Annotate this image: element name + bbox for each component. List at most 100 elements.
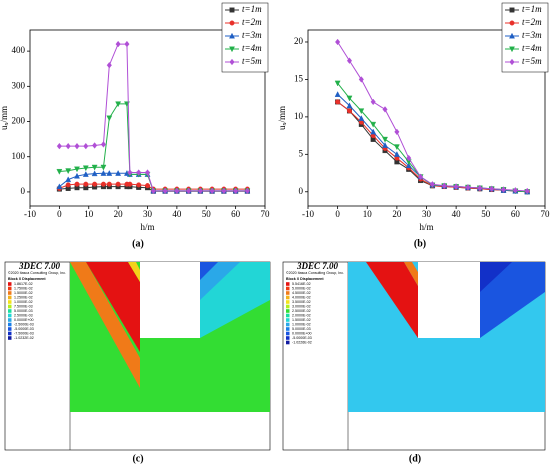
software-title: 3DEC 7.00 — [296, 261, 339, 271]
marker — [335, 99, 341, 105]
legend-label: t=4m — [522, 43, 542, 53]
marker — [56, 183, 63, 190]
legend-marker — [229, 32, 235, 39]
legend-label: t=5m — [522, 56, 542, 66]
x-tick-label: 50 — [481, 209, 491, 219]
legend-title: Block X Displacement — [8, 277, 46, 281]
marker — [174, 187, 180, 195]
y-axis-label-sub: x — [4, 123, 10, 126]
marker — [136, 169, 142, 176]
marker — [441, 182, 447, 190]
legend-value: -1.0226E-02 — [292, 340, 312, 344]
marker — [115, 101, 122, 108]
marker — [162, 187, 168, 195]
marker — [106, 61, 112, 69]
y-axis-label-sub: x — [282, 123, 288, 126]
legend-label: t=4m — [242, 43, 262, 53]
marker — [244, 187, 250, 195]
marker — [465, 184, 471, 191]
marker — [82, 171, 89, 177]
marker — [100, 170, 107, 176]
x-tick-label: 60 — [231, 209, 241, 219]
legend-swatch — [8, 313, 12, 318]
y-tick-label: 200 — [12, 116, 26, 126]
x-tick-label: 30 — [143, 209, 153, 219]
legend-value: 1.7500E-02 — [14, 286, 33, 290]
marker — [74, 181, 80, 187]
legend-swatch — [286, 322, 290, 327]
marker — [65, 176, 72, 183]
marker — [489, 185, 495, 192]
x-tick-label: 50 — [202, 209, 212, 219]
series-line — [59, 103, 248, 192]
legend-value: 1.5000E-02 — [14, 291, 33, 295]
y-axis-label-main: u — [277, 125, 287, 130]
y-tick-label: 0 — [21, 186, 26, 196]
marker — [186, 187, 192, 195]
legend-swatch — [8, 327, 12, 331]
legend-swatch — [286, 336, 290, 340]
marker — [382, 142, 388, 148]
copyright: ©2020 Itasca Consulting Group, Inc. — [286, 271, 344, 275]
marker — [418, 173, 424, 181]
x-tick-label: 30 — [422, 209, 432, 219]
legend-swatch — [8, 291, 12, 295]
marker — [65, 168, 72, 175]
legend-swatch — [286, 331, 290, 336]
legend-label: t=2m — [242, 17, 262, 27]
legend-swatch — [8, 331, 12, 336]
marker — [334, 91, 341, 97]
x-tick-label: 70 — [541, 209, 550, 219]
legend-swatch — [286, 327, 290, 331]
marker — [74, 166, 80, 173]
legend-swatch — [286, 340, 290, 345]
legend-swatch — [286, 291, 290, 295]
marker — [335, 38, 341, 46]
marker — [124, 40, 130, 48]
marker — [82, 165, 89, 172]
legend-label: t=1m — [522, 4, 542, 14]
marker — [453, 183, 459, 190]
marker — [100, 141, 106, 148]
legend-swatch — [8, 300, 12, 304]
marker — [370, 98, 376, 106]
y-tick-label: 10 — [294, 111, 304, 121]
marker — [65, 142, 71, 150]
marker — [524, 187, 530, 195]
y-tick-label: 300 — [12, 80, 26, 90]
caption: (b) — [414, 238, 426, 249]
marker — [106, 115, 113, 122]
legend-label: t=2m — [522, 17, 542, 27]
x-tick-label: -10 — [24, 209, 36, 219]
y-tick-label: 400 — [12, 45, 26, 55]
x-tick-label: 60 — [511, 209, 521, 219]
marker — [346, 102, 353, 109]
x-tick-label: 40 — [172, 209, 182, 219]
marker — [500, 186, 507, 193]
x-tick-label: 20 — [114, 209, 124, 219]
legend-value: 1.8617E-02 — [14, 282, 33, 286]
marker — [91, 164, 98, 171]
marker — [197, 187, 203, 195]
legend-swatch — [8, 318, 12, 322]
caption: (c) — [132, 453, 143, 464]
series-line — [337, 94, 528, 193]
caption: (d) — [409, 453, 421, 464]
legend-swatch — [8, 282, 12, 286]
legend-value: 3.0000E-02 — [292, 304, 311, 308]
series-line — [59, 43, 248, 192]
legend-marker — [509, 46, 515, 53]
marker — [221, 187, 227, 195]
legend-swatch — [286, 286, 290, 291]
legend-swatch — [286, 313, 290, 318]
marker — [100, 181, 106, 187]
legend-value: 1.2500E-02 — [14, 295, 33, 299]
marker — [358, 115, 365, 121]
simulation-c — [4, 261, 271, 451]
legend-swatch — [286, 318, 290, 322]
marker — [144, 169, 151, 176]
x-axis-label: h/m — [140, 222, 154, 232]
marker — [429, 181, 435, 188]
y-tick-label: 15 — [294, 73, 304, 83]
